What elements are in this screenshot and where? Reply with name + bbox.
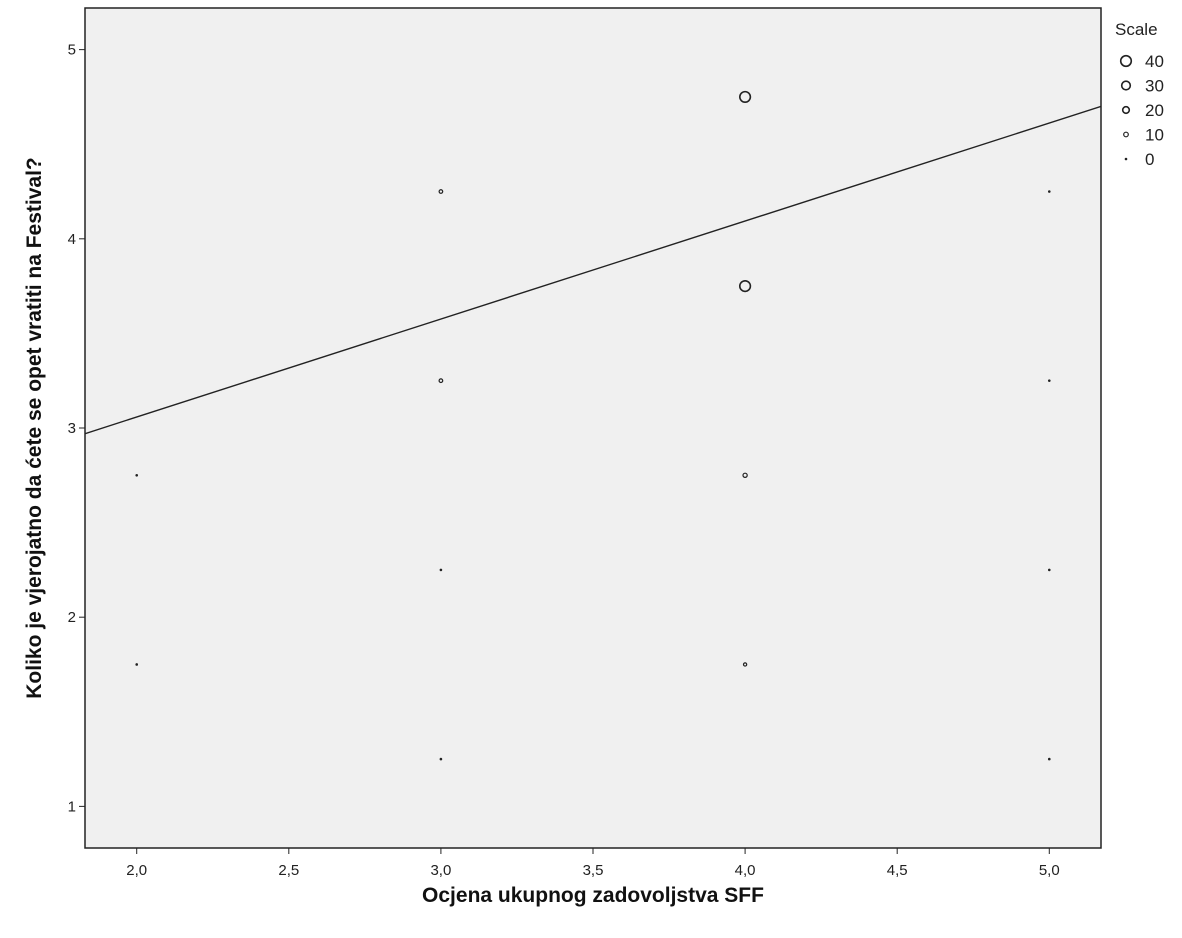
y-tick-label: 1: [68, 798, 76, 815]
data-point: [1047, 379, 1051, 383]
data-point: [1047, 190, 1051, 193]
data-point: [438, 189, 444, 194]
legend-label: 20: [1145, 101, 1164, 120]
legend-title: Scale: [1115, 20, 1158, 39]
legend-label: 40: [1145, 52, 1164, 71]
legend-label: 30: [1145, 77, 1164, 96]
legend-marker: [1121, 105, 1131, 115]
plot-area: [85, 8, 1101, 848]
data-point: [439, 568, 443, 572]
x-tick-label: 2,5: [278, 862, 299, 879]
x-tick-label: 2,0: [126, 862, 147, 879]
data-point: [1047, 568, 1051, 572]
data-point: [742, 662, 748, 667]
legend-marker: [1123, 131, 1129, 138]
data-point: [738, 280, 752, 293]
data-point: [135, 473, 139, 477]
data-point: [1048, 1, 1051, 4]
x-tick-label: 3,0: [430, 862, 451, 879]
x-axis-title: Ocjena ukupnog zadovoljstva SFF: [422, 884, 764, 907]
legend: Scale 40 30 20 10 0: [1115, 20, 1164, 169]
x-tick-label: 4,0: [735, 862, 756, 879]
data-point: [742, 472, 748, 478]
x-tick-label: 3,5: [583, 862, 604, 879]
y-axis: 1 2 3 4 5: [68, 42, 85, 815]
data-point: [738, 90, 752, 104]
data-point: [135, 663, 139, 666]
x-tick-label: 5,0: [1039, 862, 1060, 879]
data-point: [439, 757, 443, 761]
y-tick-label: 4: [68, 231, 76, 248]
x-axis: 2,0 2,5 3,0 3,5 4,0 4,5 5,0: [126, 848, 1060, 879]
fit-line: [85, 105, 1101, 435]
legend-label: 0: [1145, 150, 1154, 169]
legend-label: 10: [1145, 126, 1164, 145]
data-point: [1047, 757, 1051, 761]
points-layer: [135, 1, 1051, 761]
y-tick-label: 5: [68, 42, 76, 59]
fit-line-layer: [85, 105, 1101, 435]
y-tick-label: 2: [68, 609, 76, 626]
data-point: [438, 378, 444, 384]
legend-marker: [1119, 54, 1133, 68]
y-axis-title: Koliko je vjerojatno da ćete se opet vra…: [23, 157, 46, 699]
x-tick-label: 4,5: [887, 862, 908, 879]
legend-marker: [1120, 80, 1132, 91]
legend-marker: [1124, 157, 1128, 161]
y-tick-label: 3: [68, 420, 76, 437]
